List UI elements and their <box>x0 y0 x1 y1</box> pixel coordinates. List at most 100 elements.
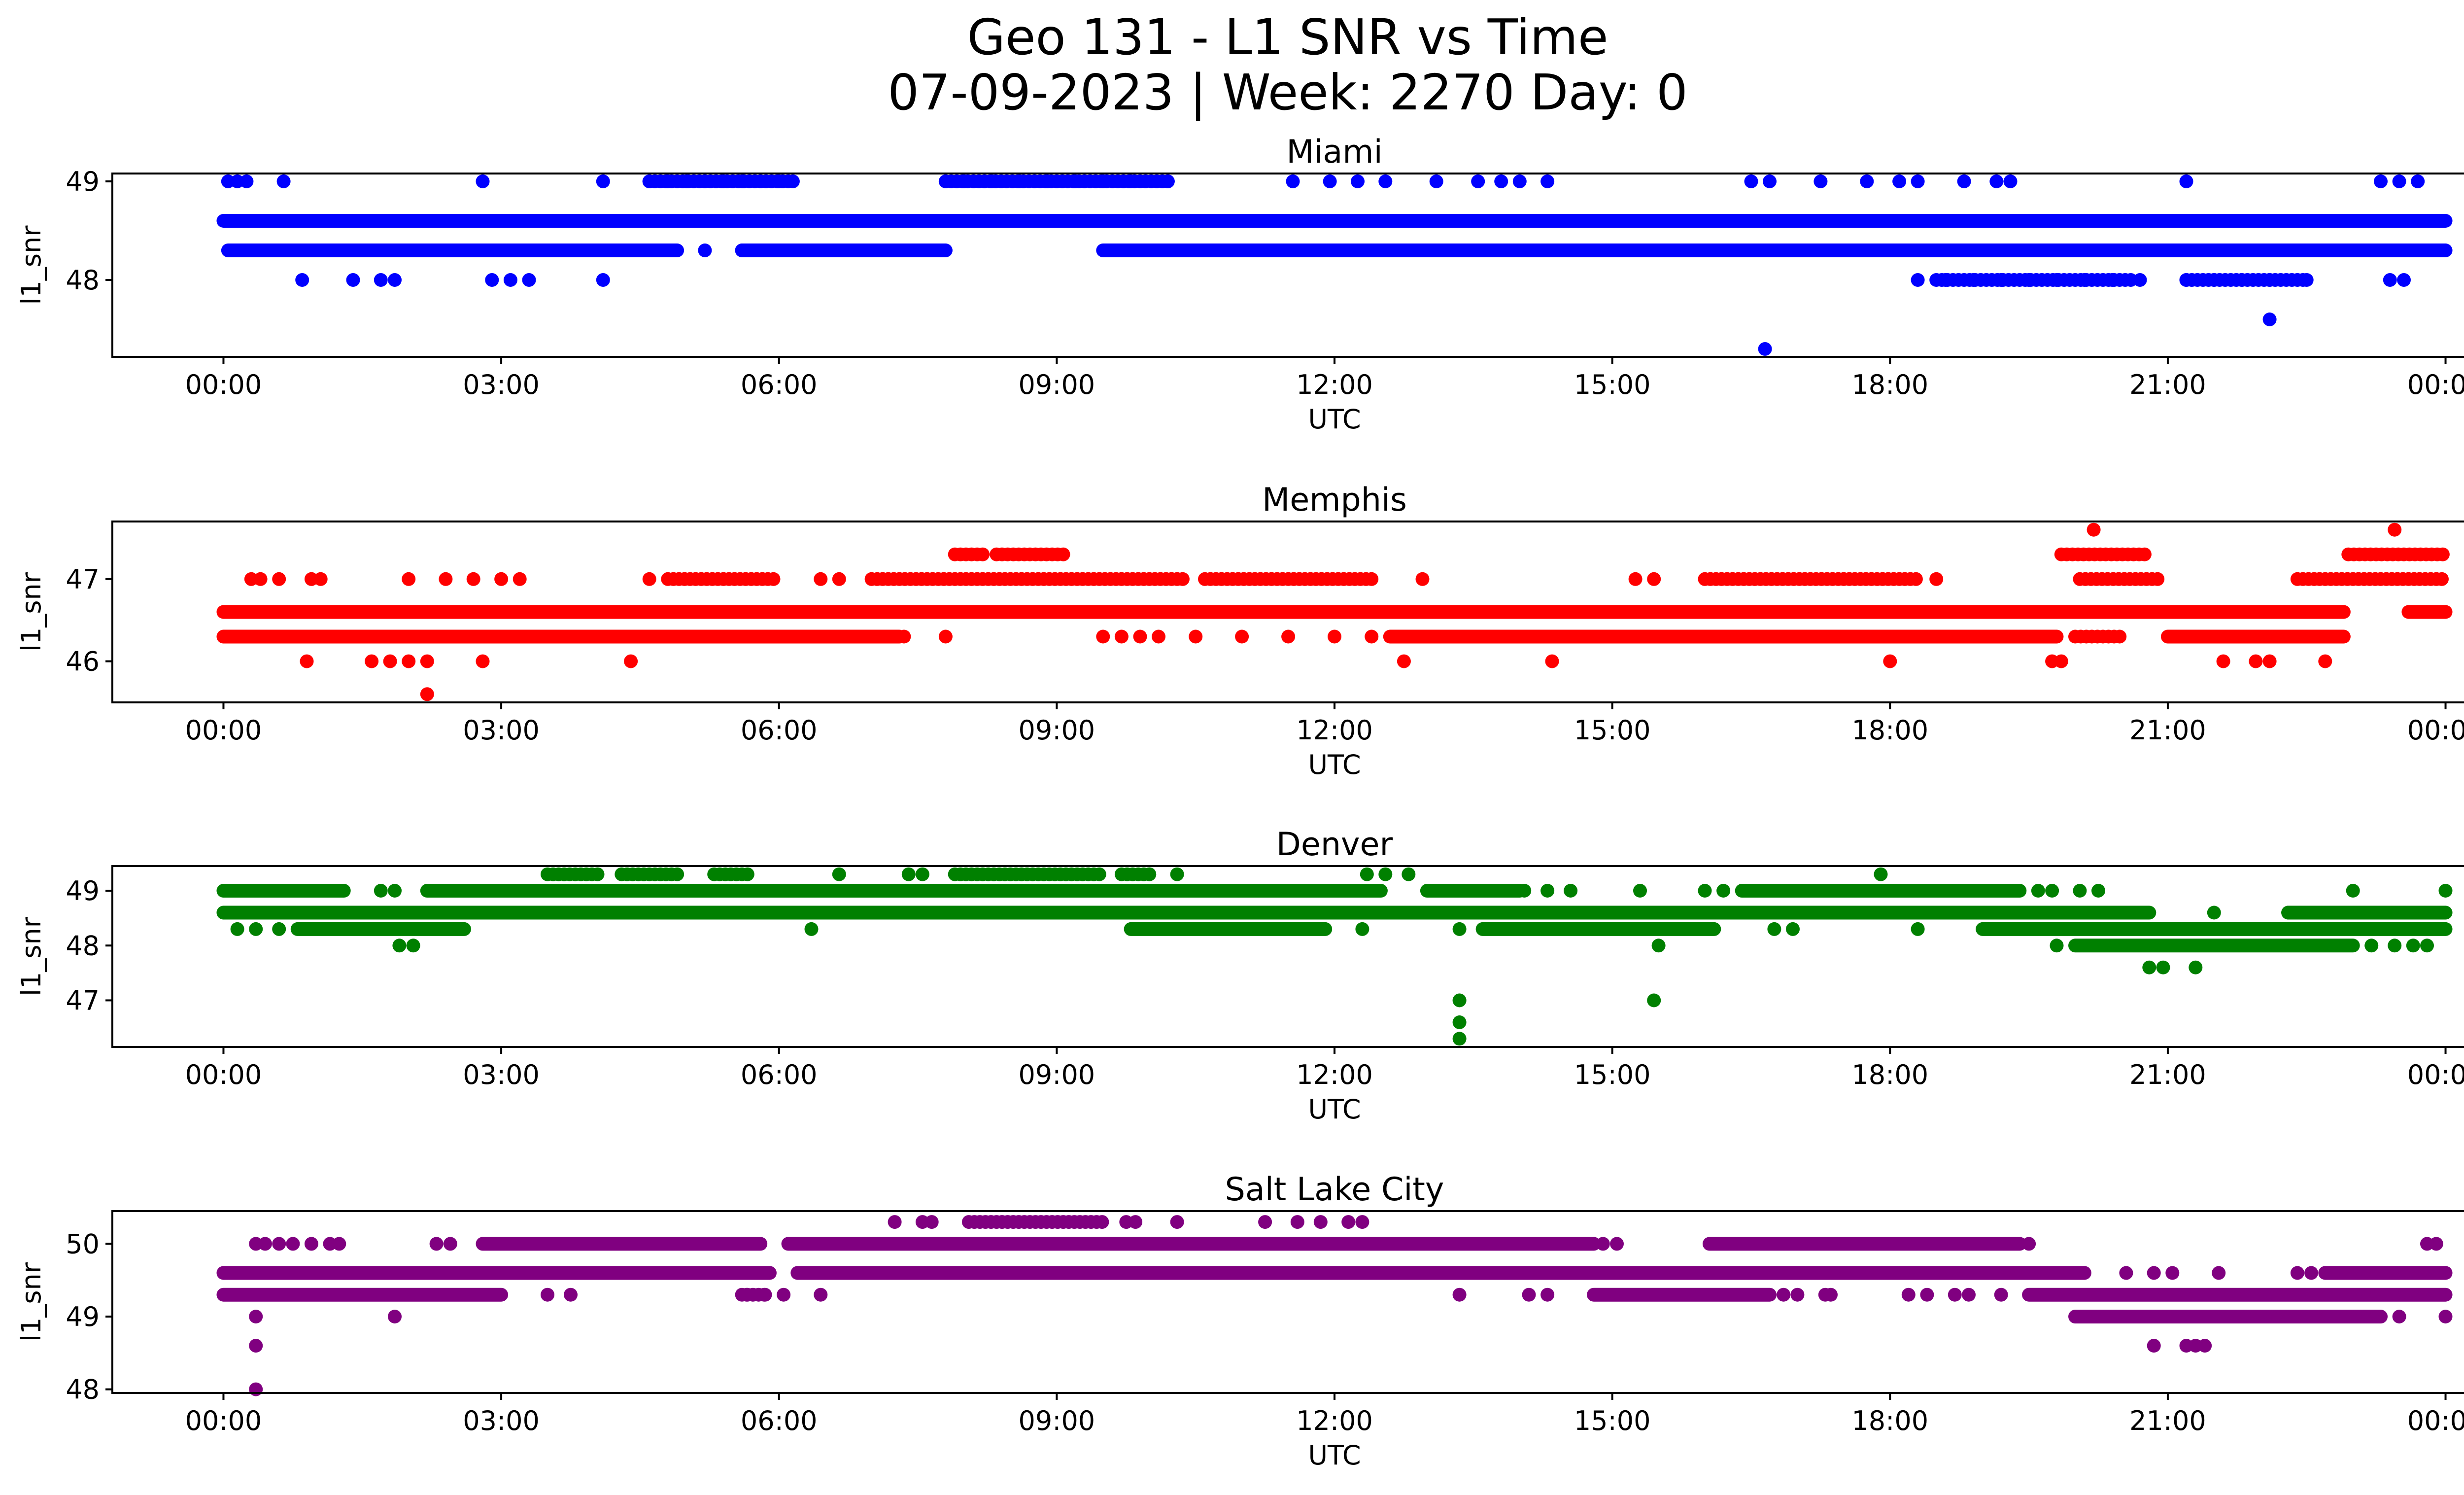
panel-3-data-point <box>374 884 388 898</box>
panel-2-data-point <box>365 654 379 668</box>
panel-4-x-tick-label: 06:00 <box>741 1405 818 1436</box>
panel-1-data-point <box>2207 273 2221 287</box>
panel-1-data-point <box>1939 273 1952 287</box>
panel-2-data-point <box>2113 629 2127 644</box>
panel-1-x-axis-label: UTC <box>1308 404 1361 435</box>
panel-1-data-point <box>1429 174 1443 188</box>
panel-2-data-point <box>1235 629 1249 644</box>
panel-3-x-tick-label: 18:00 <box>1851 1059 1928 1090</box>
panel-1-data-point <box>2179 174 2193 188</box>
panel-2-x-tick-label: 12:00 <box>1296 715 1373 746</box>
panel-3-data-point <box>2438 884 2453 898</box>
panel-3-data-point <box>406 939 420 953</box>
panel-3-data-point <box>915 867 929 881</box>
panel-2-data-point <box>1133 629 1147 644</box>
panel-3-x-tick-label: 09:00 <box>1019 1059 1095 1090</box>
panel-1-data-point <box>1860 174 1874 188</box>
panel-4-data-point <box>1522 1287 1536 1302</box>
panel-3-data-point <box>392 939 407 953</box>
panel-1-data-point <box>2262 273 2277 287</box>
panel-4-x-tick-label: 12:00 <box>1296 1405 1373 1436</box>
panel-1-data-point <box>1378 174 1393 188</box>
panel-3-y-tick-label: 48 <box>66 930 100 961</box>
panel-1-data-point <box>2262 313 2277 326</box>
panel-3-data-point <box>2364 939 2379 953</box>
panel-4-x-tick-label: 03:00 <box>463 1405 540 1436</box>
panel-2-data-point <box>1647 572 1661 586</box>
panel-2-data-point <box>420 687 434 701</box>
panel-2: Memphis 00:00 03:00 06:00 09:00 12:00 15:00 18:… <box>16 482 2464 780</box>
panel-2-data-point <box>2087 522 2101 537</box>
panel-3-y-tick-label: 47 <box>66 985 100 1016</box>
panel-3-data-point <box>1874 867 1888 881</box>
panel-4-data-point <box>249 1339 263 1353</box>
panel-1-data-point <box>1758 342 1772 356</box>
panel-1-data-point <box>786 174 800 188</box>
panel-2-data-point <box>1189 629 1203 644</box>
panel-4-data-point <box>814 1287 828 1302</box>
panel-2-data-point <box>494 572 509 586</box>
panel-4-data-point <box>740 1287 753 1302</box>
panel-4-data-point <box>1341 1215 1356 1229</box>
panel-3-data-point <box>804 922 819 936</box>
panel-4-data-point <box>1170 1215 1184 1229</box>
panel-3-data-point <box>1355 922 1369 936</box>
panel-4-data-point <box>2119 1266 2133 1280</box>
panel-2-data-point <box>642 572 656 586</box>
panel-1-y-tick-label: 48 <box>66 265 100 296</box>
panel-1-x-tick-label: 06:00 <box>741 369 818 400</box>
panel-1-data-point <box>2022 273 2036 287</box>
panel-4-x-tick-label: 21:00 <box>2129 1405 2206 1436</box>
panel-4-data-point <box>2165 1266 2180 1280</box>
panel-3-data-point <box>249 922 263 936</box>
panel-1-data-point <box>1763 174 1777 188</box>
panel-4-data-point <box>777 1287 791 1302</box>
panel-3-x-tick-label: 12:00 <box>1296 1059 1373 1090</box>
panel-1-data-point <box>698 174 712 188</box>
panel-1-data-point <box>1124 174 1138 188</box>
panel-3-data-point <box>670 867 684 881</box>
panel-2-data-point <box>938 629 953 644</box>
panel-2-data-point <box>1909 572 1923 586</box>
panel-4-data-point <box>1258 1215 1272 1229</box>
panel-2-data-point <box>1175 572 1190 586</box>
panel-1-data-point <box>1096 174 1110 188</box>
panel-2-data-point <box>2216 654 2230 668</box>
panel-2-x-tick-label: 03:00 <box>463 715 540 746</box>
panel-3-data-point <box>2281 905 2295 920</box>
panel-2-data-point <box>2425 605 2439 619</box>
panel-2-data-point <box>383 654 397 668</box>
panel-2-data-point <box>2262 654 2277 668</box>
panel-1-data-point <box>295 273 309 287</box>
panel-1-data-point <box>2235 273 2249 287</box>
panel-4-data-point <box>888 1215 902 1229</box>
panel-3-data-point <box>1786 922 1800 936</box>
panel-1-data-point <box>1994 273 2008 287</box>
panel-3-data-point <box>2346 884 2360 898</box>
panel-3: Denver 00:00 03:00 06:00 09:00 12:00 15:00 18:0… <box>16 826 2464 1125</box>
panel-4-data-point <box>1095 1215 1109 1229</box>
panel-2-data-point <box>897 629 911 644</box>
panel-3-data-point <box>2406 939 2420 953</box>
panel-1-data-point <box>957 174 971 188</box>
panel-4-data-point <box>2022 1237 2036 1251</box>
panel-3-data-point <box>901 867 916 881</box>
panel-1-data-point <box>2133 273 2147 287</box>
panel-3-data-point <box>832 867 846 881</box>
panel-1-data-point <box>240 174 254 188</box>
panel-1-data-point <box>1068 174 1082 188</box>
panel-2-x-tick-label: 06:00 <box>741 715 818 746</box>
panel-3-data-point <box>1170 867 1184 881</box>
panel-1-data-point <box>698 243 712 257</box>
panel-3-x-tick-label: 00:00 <box>185 1059 262 1090</box>
panel-4-x-tick-label: 00:00 <box>185 1405 262 1436</box>
panel-2-data-point <box>420 654 434 668</box>
panel-2-data-point <box>1415 572 1430 586</box>
panel-1-x-tick-label: 12:00 <box>1296 369 1373 400</box>
panel-3-data-point <box>2142 960 2156 974</box>
panel-2-data-point <box>1365 629 1379 644</box>
figure-title-line1: Geo 131 - L1 SNR vs Time <box>967 8 1608 66</box>
panel-1-data-point <box>388 273 402 287</box>
panel-3-data-point <box>2091 884 2105 898</box>
panel-1-data-point <box>1494 174 1508 188</box>
